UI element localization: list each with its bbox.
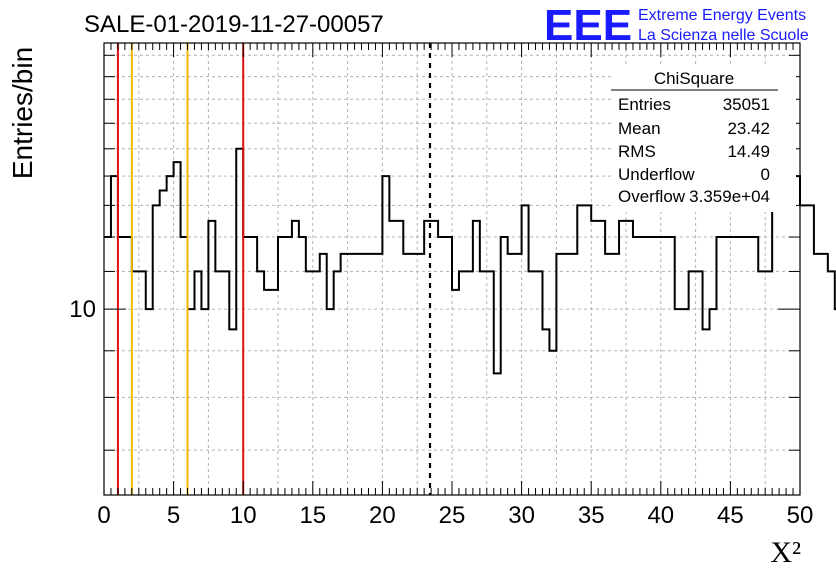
y-tick-labels: 10: [69, 296, 96, 323]
stats-value-rms: 14.49: [727, 142, 770, 161]
stats-label-entries: Entries: [618, 95, 671, 114]
histogram-line: [104, 147, 836, 375]
x-tick-label: 40: [647, 502, 674, 529]
x-tick-label: 5: [167, 502, 180, 529]
stats-box: ChiSquare Entries 35051 Mean 23.42 RMS 1…: [611, 64, 796, 212]
eee-logo-mark: EEE: [544, 1, 632, 50]
marker-lines: [116, 43, 432, 495]
eee-logo-line1: Extreme Energy Events: [638, 7, 806, 24]
x-tick-label: 0: [97, 502, 110, 529]
axis-ticks: [103, 43, 801, 495]
eee-logo: EEE Extreme Energy Events La Scienza nel…: [544, 1, 809, 50]
stats-value-overflow: 3.359e+04: [689, 187, 770, 206]
x-tick-label: 35: [578, 502, 605, 529]
stats-title: ChiSquare: [654, 69, 734, 88]
x-tick-label: 45: [717, 502, 744, 529]
x-tick-label: 30: [508, 502, 535, 529]
stats-value-mean: 23.42: [727, 119, 770, 138]
x-tick-label: 25: [439, 502, 466, 529]
stats-value-entries: 35051: [723, 95, 770, 114]
stats-value-underflow: 0: [761, 165, 770, 184]
y-tick-label: 10: [69, 296, 96, 323]
y-axis-label: Entries/bin: [7, 47, 38, 179]
stats-label-overflow: Overflow: [618, 187, 686, 206]
eee-logo-line2: La Scienza nelle Scuole: [638, 27, 809, 44]
x-tick-label: 10: [230, 502, 257, 529]
chart-title: SALE-01-2019-11-27-00057: [84, 11, 384, 38]
x-tick-label: 15: [299, 502, 326, 529]
x-tick-label: 50: [787, 502, 814, 529]
x-axis-label: X²: [770, 536, 801, 569]
x-tick-labels: 0 5 10 15 20 25 30 35 40 45 50: [97, 502, 813, 529]
stats-label-mean: Mean: [618, 119, 661, 138]
stats-label-rms: RMS: [618, 142, 656, 161]
x-tick-label: 20: [369, 502, 396, 529]
histogram: [104, 147, 836, 375]
stats-box-background: [611, 64, 796, 212]
stats-label-underflow: Underflow: [618, 165, 695, 184]
